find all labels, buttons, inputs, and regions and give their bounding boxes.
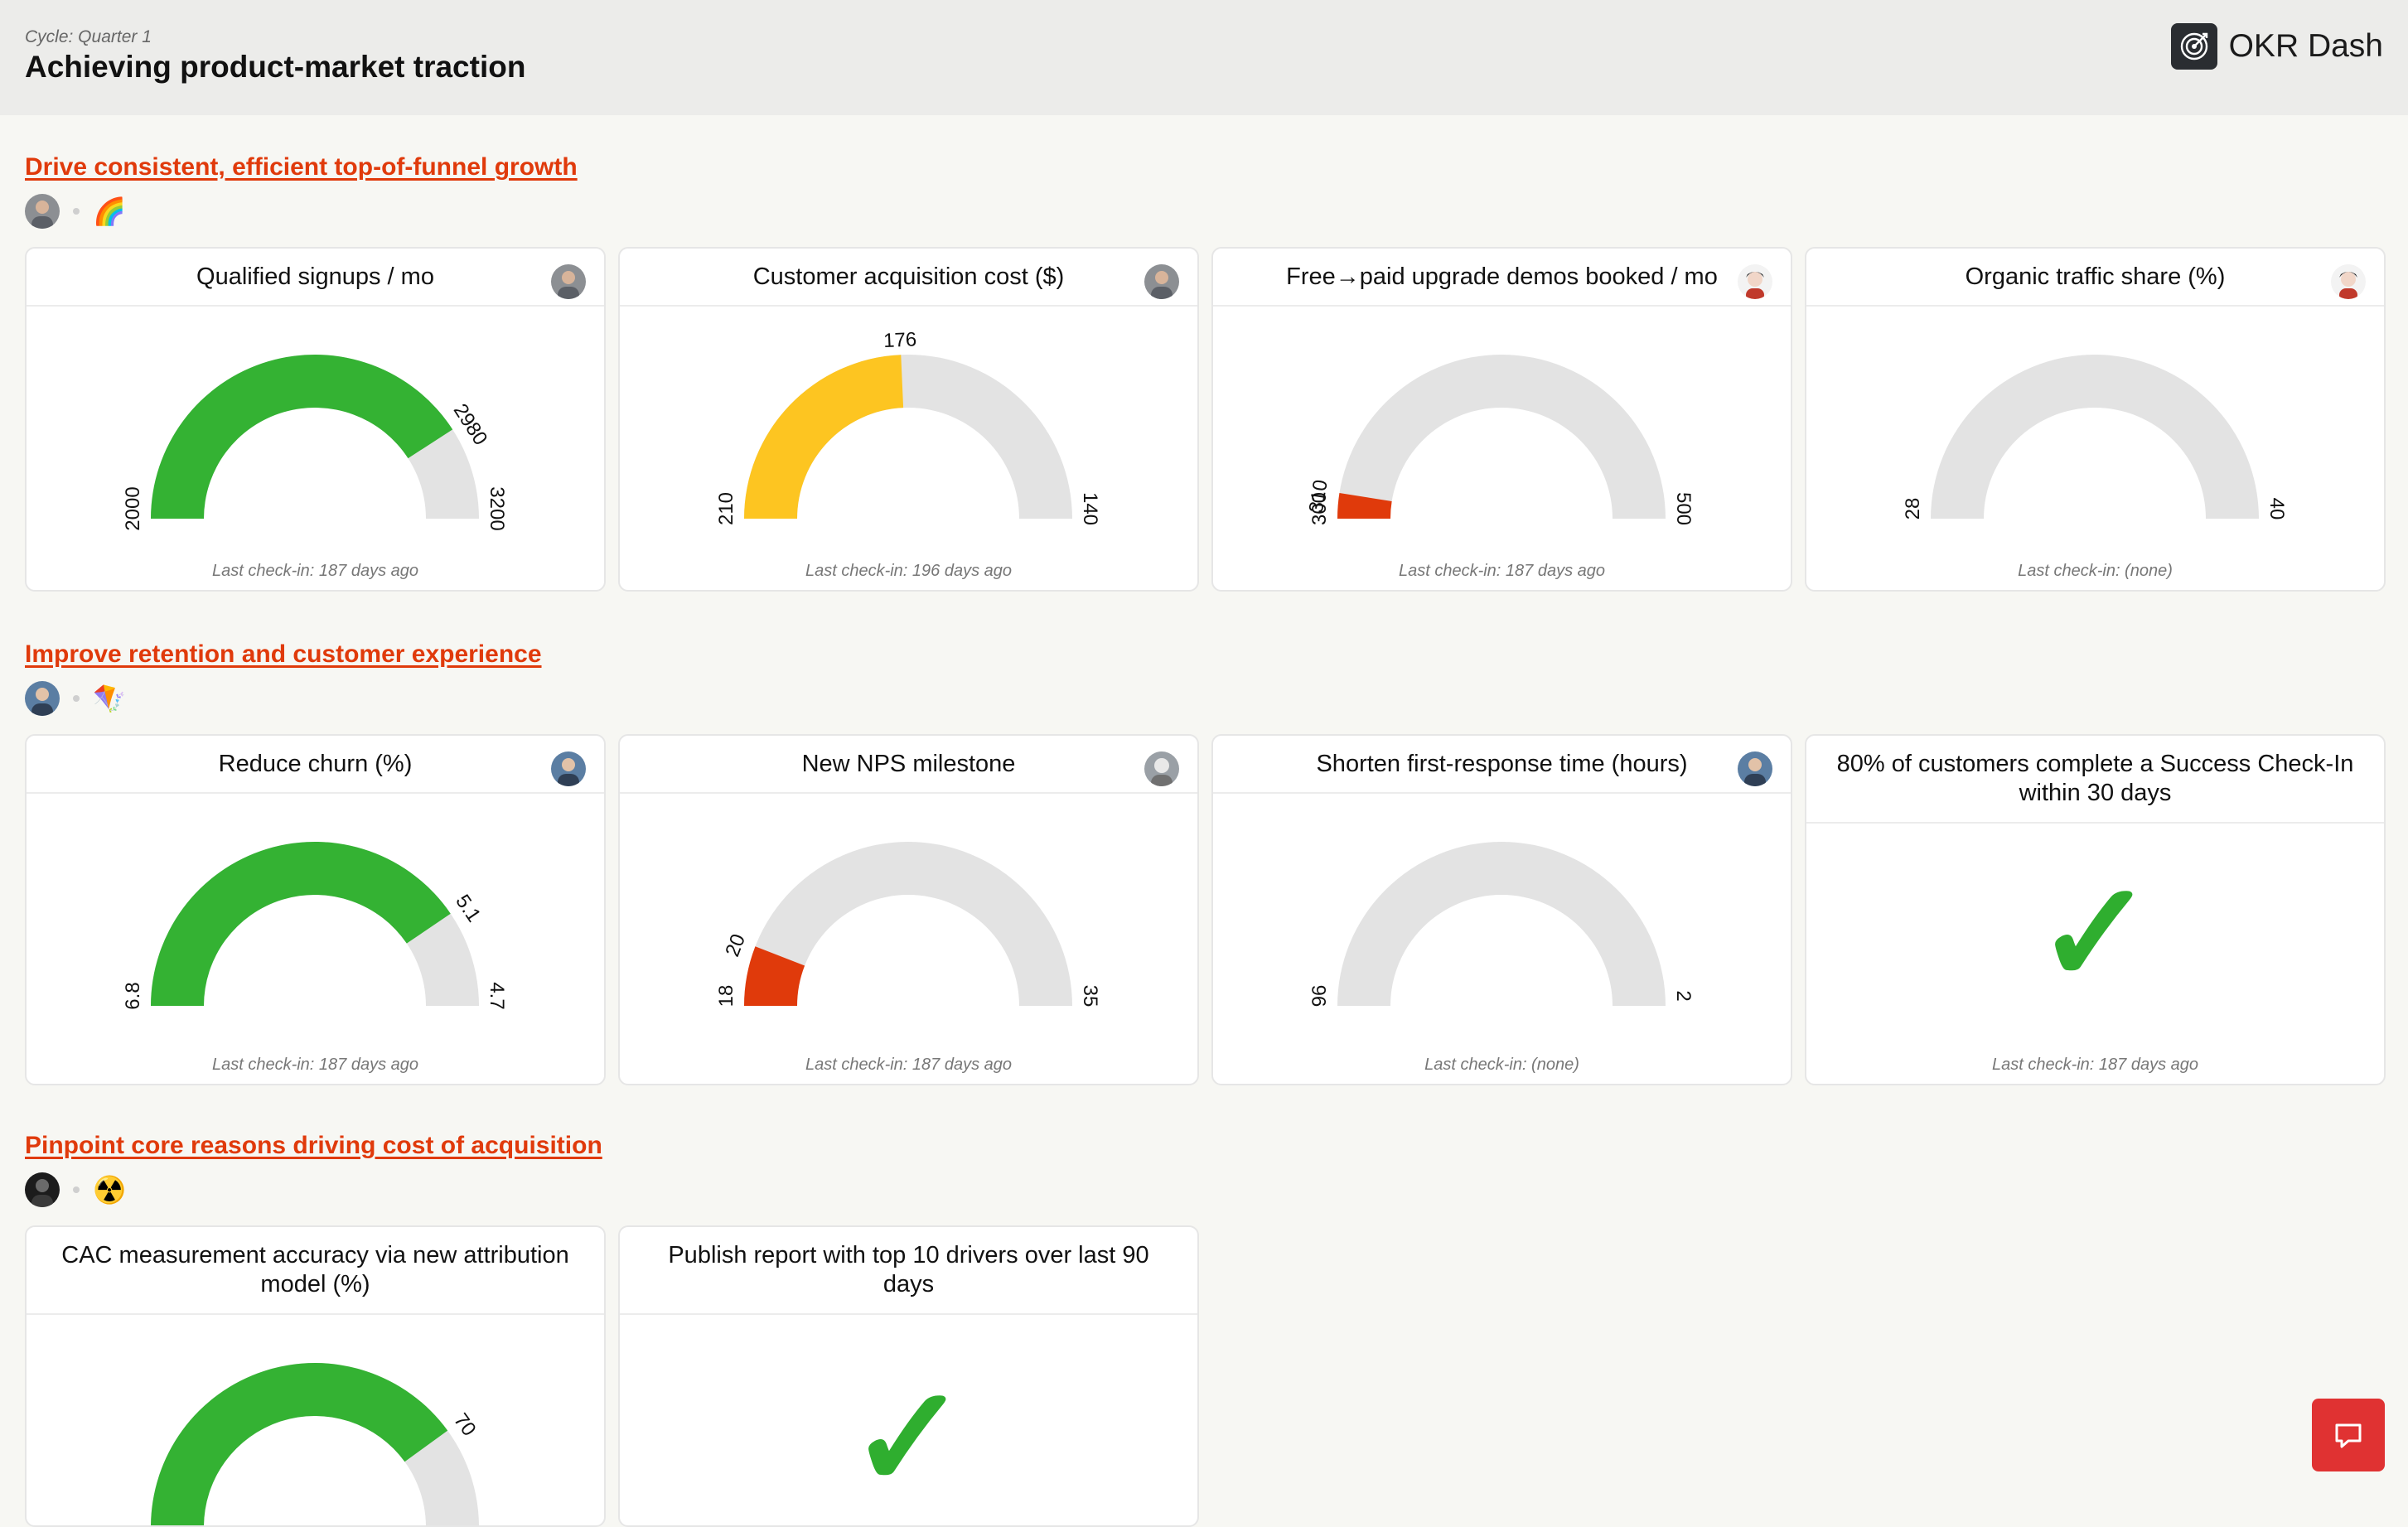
gauge-target-label: 500 bbox=[1672, 492, 1695, 525]
gauge-target-label: 3200 bbox=[486, 486, 508, 530]
gauge-target-label: 2 bbox=[1672, 990, 1695, 1001]
kr-title: Qualified signups / mo bbox=[196, 263, 434, 290]
checkin-text: Last check-in: 196 days ago bbox=[805, 562, 1013, 580]
gauge-current-label: 5.1 bbox=[451, 891, 485, 926]
cycle-label: Cycle: Quarter 1 bbox=[25, 27, 152, 46]
kr-title: Free→paid upgrade demos booked / mo bbox=[1286, 263, 1718, 290]
kr-card[interactable]: 80% of customers complete a Success Chec… bbox=[1805, 734, 2386, 1085]
gauge-start-label: 28 bbox=[1902, 498, 1924, 520]
kr-owner-avatar[interactable] bbox=[1144, 264, 1179, 299]
gauge-progress bbox=[151, 1363, 448, 1525]
kr-card[interactable]: Qualified signups / mo 2000 3200 2980 Last… bbox=[25, 247, 606, 592]
checkin-text: Last check-in: 187 days ago bbox=[1398, 562, 1606, 580]
gauge-track bbox=[1337, 842, 1666, 1006]
gauge-progress bbox=[744, 355, 904, 519]
checkin-text: Last check-in: 187 days ago bbox=[805, 1056, 1013, 1074]
chat-icon bbox=[2335, 1423, 2362, 1448]
kr-card[interactable]: CAC measurement accuracy via new attribu… bbox=[25, 1225, 606, 1527]
kr-gauge: 300 500 310 bbox=[1305, 355, 1695, 525]
gauge-current-label: 310 bbox=[1305, 478, 1332, 515]
gauge-start-label: 210 bbox=[715, 492, 737, 525]
objective-emoji: 🪁 bbox=[93, 684, 126, 713]
target-logo-icon bbox=[2170, 23, 2217, 70]
kr-card[interactable]: Publish report with top 10 drivers over … bbox=[618, 1225, 1199, 1527]
owner-avatar[interactable] bbox=[25, 1172, 60, 1207]
feedback-button[interactable] bbox=[2312, 1399, 2385, 1471]
checkin-text: Last check-in: 187 days ago bbox=[211, 562, 419, 580]
kr-owner-avatar[interactable] bbox=[551, 751, 586, 786]
kr-title: Reduce churn (%) bbox=[218, 750, 413, 777]
owner-avatar[interactable] bbox=[25, 194, 60, 229]
kr-title: CAC measurement accuracy via new attribu… bbox=[61, 1242, 569, 1297]
kr-gauge: 28 40 bbox=[1902, 355, 2288, 520]
gauge-current-label: 176 bbox=[883, 331, 917, 352]
separator-dot bbox=[73, 695, 80, 702]
kr-title: Shorten first-response time (hours) bbox=[1316, 750, 1688, 777]
gauge-start-label: 96 bbox=[1308, 985, 1331, 1008]
gauge-progress bbox=[151, 841, 451, 1006]
objective-title[interactable]: Improve retention and customer experienc… bbox=[25, 640, 542, 668]
kr-card[interactable]: Customer acquisition cost ($) 210 140 176 … bbox=[618, 247, 1199, 592]
gauge-target-label: 35 bbox=[1079, 985, 1101, 1008]
kr-gauge: 96 2 bbox=[1308, 842, 1695, 1008]
checkin-text: Last check-in: (none) bbox=[2018, 562, 2173, 580]
kr-card[interactable]: Reduce churn (%) 6.8 4.7 5.1 Last check-in… bbox=[25, 734, 606, 1085]
checkin-text: Last check-in: 187 days ago bbox=[1991, 1056, 2199, 1074]
kr-owner-avatar[interactable] bbox=[551, 264, 586, 299]
brand-name: OKR Dash bbox=[2228, 28, 2383, 64]
gauge-current-label: 70 bbox=[449, 1409, 481, 1440]
gauge-start-label: 18 bbox=[715, 985, 737, 1008]
kr-gauge: 70 bbox=[151, 1363, 481, 1525]
objective-title[interactable]: Pinpoint core reasons driving cost of ac… bbox=[25, 1132, 602, 1159]
gauge-track bbox=[1931, 355, 2259, 519]
page-title: Achieving product-market traction bbox=[25, 50, 526, 84]
checkmark-icon: ✓ bbox=[2036, 855, 2154, 1012]
checkin-text: Last check-in: 187 days ago bbox=[211, 1056, 419, 1074]
objective-2: Improve retention and customer experienc… bbox=[25, 640, 542, 717]
gauge-current-label: 20 bbox=[721, 931, 750, 960]
gauge-start-label: 6.8 bbox=[122, 982, 144, 1009]
gauge-track bbox=[744, 842, 1072, 1006]
objective-emoji: 🌈 bbox=[93, 196, 126, 226]
gauge-target-label: 140 bbox=[1079, 492, 1101, 525]
kr-card[interactable]: Organic traffic share (%) 28 40 Last chec… bbox=[1805, 247, 2386, 592]
kr-title: Organic traffic share (%) bbox=[1965, 263, 2226, 290]
objective-3: Pinpoint core reasons driving cost of ac… bbox=[25, 1132, 602, 1208]
gauge-start-label: 2000 bbox=[122, 486, 144, 530]
checkin-text: Last check-in: (none) bbox=[1424, 1056, 1579, 1074]
gauge-track bbox=[1337, 355, 1666, 519]
kr-owner-avatar[interactable] bbox=[1144, 751, 1179, 786]
kr-owner-avatar[interactable] bbox=[2331, 264, 2366, 299]
kr-owner-avatar[interactable] bbox=[1738, 751, 1772, 786]
gauge-target-label: 4.7 bbox=[486, 982, 508, 1009]
kr-card[interactable]: Shorten first-response time (hours) 96 2 … bbox=[1211, 734, 1792, 1085]
app-header: Cycle: Quarter 1 Achieving product-marke… bbox=[0, 0, 2408, 115]
separator-dot bbox=[73, 1186, 80, 1193]
gauge-target-label: 40 bbox=[2265, 498, 2288, 520]
kr-title: 80% of customers complete a Success Chec… bbox=[1836, 751, 2354, 806]
gauge-progress bbox=[744, 946, 805, 1006]
brand[interactable]: OKR Dash bbox=[2170, 23, 2383, 70]
owner-avatar[interactable] bbox=[25, 681, 60, 716]
gauge-progress bbox=[151, 354, 453, 519]
gauge-progress bbox=[1337, 493, 1392, 519]
objective-1: Drive consistent, efficient top-of-funne… bbox=[25, 153, 578, 230]
objective-emoji: ☢️ bbox=[93, 1175, 126, 1205]
objective-title[interactable]: Drive consistent, efficient top-of-funne… bbox=[25, 153, 578, 181]
kr-owner-avatar[interactable] bbox=[1738, 264, 1772, 299]
checkmark-icon: ✓ bbox=[849, 1360, 968, 1517]
kr-card[interactable]: Free→paid upgrade demos booked / mo 300 5… bbox=[1211, 247, 1792, 592]
kr-title: Customer acquisition cost ($) bbox=[752, 263, 1065, 290]
kr-title: Publish report with top 10 drivers over … bbox=[668, 1242, 1149, 1297]
separator-dot bbox=[73, 208, 80, 215]
kr-gauge: 6.8 4.7 5.1 bbox=[122, 841, 508, 1010]
kr-gauge: 18 35 20 bbox=[715, 842, 1101, 1008]
kr-card[interactable]: New NPS milestone 18 35 20 Last check-in: … bbox=[618, 734, 1199, 1085]
kr-title: New NPS milestone bbox=[801, 750, 1016, 777]
kr-gauge: 210 140 176 bbox=[715, 331, 1101, 525]
gauge-start-label: 300 bbox=[1308, 492, 1331, 525]
